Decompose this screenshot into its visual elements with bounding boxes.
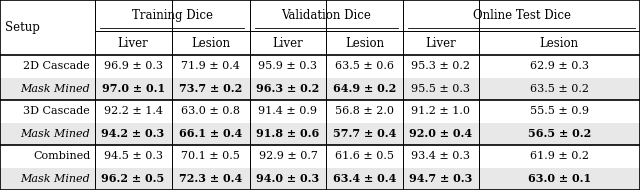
Text: 96.3 ± 0.2: 96.3 ± 0.2 <box>257 83 319 94</box>
Text: Lesion: Lesion <box>345 37 385 50</box>
Text: Setup: Setup <box>5 21 40 34</box>
Text: 56.5 ± 0.2: 56.5 ± 0.2 <box>528 128 591 139</box>
Text: Lesion: Lesion <box>191 37 230 50</box>
Text: 2D Cascade: 2D Cascade <box>24 61 90 71</box>
Text: Training Dice: Training Dice <box>132 9 212 22</box>
Text: 95.9 ± 0.3: 95.9 ± 0.3 <box>259 61 317 71</box>
Text: 56.8 ± 2.0: 56.8 ± 2.0 <box>335 106 394 116</box>
Text: 63.5 ± 0.6: 63.5 ± 0.6 <box>335 61 394 71</box>
Text: Liver: Liver <box>118 37 148 50</box>
Text: 95.3 ± 0.2: 95.3 ± 0.2 <box>412 61 470 71</box>
Text: 92.2 ± 1.4: 92.2 ± 1.4 <box>104 106 163 116</box>
Text: 94.7 ± 0.3: 94.7 ± 0.3 <box>409 173 473 184</box>
Text: 94.2 ± 0.3: 94.2 ± 0.3 <box>102 128 164 139</box>
Text: 93.4 ± 0.3: 93.4 ± 0.3 <box>412 151 470 161</box>
Text: Mask Mined: Mask Mined <box>20 174 90 184</box>
Text: Validation Dice: Validation Dice <box>282 9 371 22</box>
Text: 61.6 ± 0.5: 61.6 ± 0.5 <box>335 151 394 161</box>
Text: 62.9 ± 0.3: 62.9 ± 0.3 <box>530 61 589 71</box>
Bar <box>0 78 640 100</box>
Text: Lesion: Lesion <box>540 37 579 50</box>
Text: 92.9 ± 0.7: 92.9 ± 0.7 <box>259 151 317 161</box>
Text: 57.7 ± 0.4: 57.7 ± 0.4 <box>333 128 397 139</box>
Text: 3D Cascade: 3D Cascade <box>24 106 90 116</box>
Text: Liver: Liver <box>273 37 303 50</box>
Text: 55.5 ± 0.9: 55.5 ± 0.9 <box>530 106 589 116</box>
Text: 91.8 ± 0.6: 91.8 ± 0.6 <box>257 128 319 139</box>
Text: Liver: Liver <box>426 37 456 50</box>
Text: 63.4 ± 0.4: 63.4 ± 0.4 <box>333 173 397 184</box>
Text: Mask Mined: Mask Mined <box>20 129 90 139</box>
Text: 70.1 ± 0.5: 70.1 ± 0.5 <box>181 151 240 161</box>
Text: 63.0 ± 0.1: 63.0 ± 0.1 <box>528 173 591 184</box>
Text: 97.0 ± 0.1: 97.0 ± 0.1 <box>102 83 164 94</box>
Text: 94.5 ± 0.3: 94.5 ± 0.3 <box>104 151 163 161</box>
Text: 96.9 ± 0.3: 96.9 ± 0.3 <box>104 61 163 71</box>
Text: 94.0 ± 0.3: 94.0 ± 0.3 <box>257 173 319 184</box>
Text: 63.0 ± 0.8: 63.0 ± 0.8 <box>181 106 240 116</box>
Text: Online Test Dice: Online Test Dice <box>472 9 571 22</box>
Text: 95.5 ± 0.3: 95.5 ± 0.3 <box>412 84 470 94</box>
Text: 91.4 ± 0.9: 91.4 ± 0.9 <box>259 106 317 116</box>
Text: 63.5 ± 0.2: 63.5 ± 0.2 <box>530 84 589 94</box>
Text: Combined: Combined <box>33 151 90 161</box>
Text: 66.1 ± 0.4: 66.1 ± 0.4 <box>179 128 242 139</box>
Text: 73.7 ± 0.2: 73.7 ± 0.2 <box>179 83 242 94</box>
Text: 71.9 ± 0.4: 71.9 ± 0.4 <box>181 61 240 71</box>
Text: 96.2 ± 0.5: 96.2 ± 0.5 <box>102 173 164 184</box>
Bar <box>0 123 640 145</box>
Text: 92.0 ± 0.4: 92.0 ± 0.4 <box>410 128 472 139</box>
Text: 72.3 ± 0.4: 72.3 ± 0.4 <box>179 173 242 184</box>
Text: 61.9 ± 0.2: 61.9 ± 0.2 <box>530 151 589 161</box>
Text: 91.2 ± 1.0: 91.2 ± 1.0 <box>412 106 470 116</box>
Text: Mask Mined: Mask Mined <box>20 84 90 94</box>
Text: 64.9 ± 0.2: 64.9 ± 0.2 <box>333 83 396 94</box>
Bar <box>0 168 640 190</box>
